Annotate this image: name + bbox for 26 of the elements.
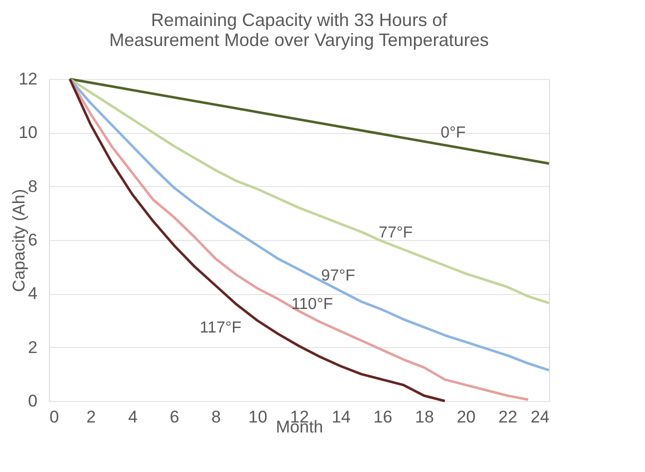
series-label: 97°F [321, 268, 356, 285]
y-tick-label: 4 [28, 284, 38, 304]
y-tick-label: 12 [18, 70, 38, 88]
y-tick-label: 6 [28, 230, 38, 250]
x-tick-label: 0 [50, 408, 59, 426]
x-tick-label: 18 [415, 408, 434, 426]
x-tick-label: 24 [530, 408, 550, 426]
series-label: 110°F [291, 296, 334, 313]
y-tick-label: 10 [18, 123, 38, 142]
x-tick-label: 14 [332, 408, 351, 426]
x-tick-label: 10 [248, 408, 268, 426]
series-label: 0°F [440, 124, 466, 142]
x-tick-label: 6 [170, 408, 180, 426]
y-axis-title: Capacity (Ah) [10, 189, 29, 292]
y-tick-label: 0 [28, 392, 38, 410]
x-tick-label: 8 [211, 408, 221, 426]
x-tick-label: 4 [128, 408, 138, 426]
chart-title: Remaining Capacity with 33 Hours of Measurement Mode over Varying Temperatures [109, 10, 489, 50]
y-tick-label: 8 [28, 176, 38, 196]
x-tick-label: 20 [456, 408, 476, 426]
x-tick-label: 2 [86, 408, 96, 426]
x-tick-label: 22 [498, 408, 518, 426]
series-label: 77°F [378, 224, 413, 242]
y-tick-label: 2 [28, 338, 38, 357]
x-tick-label: 16 [373, 408, 392, 426]
series-label: 117°F [200, 320, 242, 337]
